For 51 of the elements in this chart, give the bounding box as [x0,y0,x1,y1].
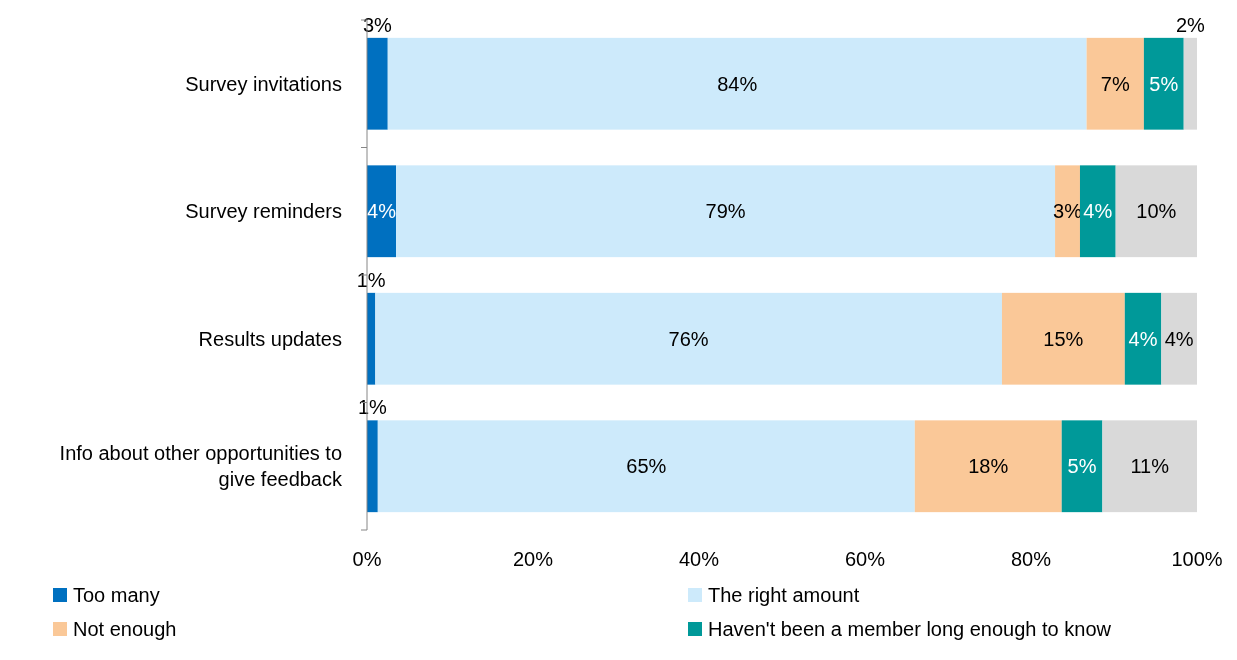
bar [367,37,388,130]
data-label: 11% [1130,455,1170,478]
y-tick-label: Results updates [198,327,342,350]
data-label: 4% [367,200,397,223]
data-label: 1% [356,268,386,291]
bar [1124,292,1162,385]
data-label: 79% [705,200,746,223]
data-label: 4% [1164,327,1194,350]
bar [396,165,1056,258]
data-label: 15% [1043,327,1084,350]
bar [914,420,1062,513]
data-label: 65% [626,455,667,478]
data-label: 5% [1067,455,1097,478]
data-label: 18% [968,455,1009,478]
bar [387,37,1087,130]
bar [377,420,915,513]
legend-label: Too many [73,584,160,606]
bar [1061,420,1103,513]
y-tick-label: Survey reminders [185,200,342,223]
data-label: 7% [1100,72,1130,95]
data-label: 5% [1149,72,1179,95]
bar [1079,165,1116,258]
bar [375,292,1002,385]
bar [1115,165,1197,258]
bar [367,420,378,513]
legend-label: The right amount [708,584,860,606]
bar [1001,292,1125,385]
bar [1143,37,1184,130]
data-label: 3% [362,13,393,36]
data-label: 4% [1083,200,1113,223]
x-tick-label: 100% [1171,548,1223,570]
x-tick-label: 40% [678,548,720,570]
data-label: 76% [668,327,709,350]
bar [1086,37,1144,130]
bar [1161,292,1197,385]
x-tick-label: 80% [1010,548,1052,570]
data-label: 1% [357,396,388,419]
data-label: 2% [1175,13,1206,36]
x-tick-label: 60% [844,548,886,570]
x-tick-label: 0% [352,548,382,570]
bar [1183,37,1197,130]
x-tick-label: 20% [512,548,554,570]
data-label: 10% [1136,200,1177,223]
legend-label: Not enough [73,618,177,640]
y-tick-label: Info about other opportunities to give feedback [59,442,343,491]
y-tick-label: Survey invitations [185,72,342,95]
data-label: 84% [717,72,758,95]
legend-label: Haven't been a member long enough to know [708,618,1112,640]
bar [1102,420,1197,513]
bar [1055,165,1080,258]
data-label: 4% [1128,327,1158,350]
